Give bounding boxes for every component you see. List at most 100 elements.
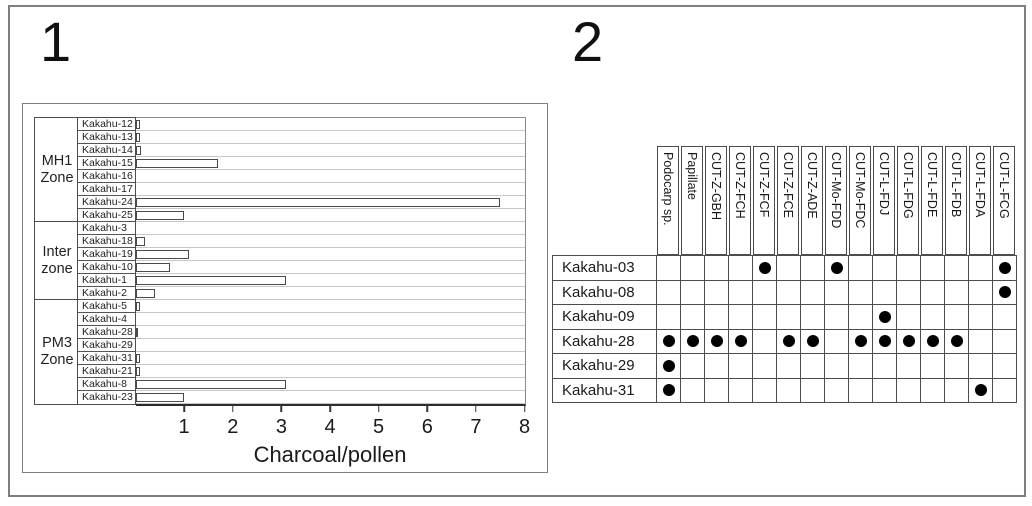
bar-kakahu-25 [135,211,185,220]
presence-cell [680,353,705,379]
presence-cell [656,328,681,354]
presence-cell [776,377,801,403]
presence-cell [680,255,705,281]
presence-dot [734,335,747,348]
bar-kakahu-24 [135,198,501,207]
presence-cell [680,304,705,330]
zone-cell: PM3 Zone [35,300,79,404]
presence-cell [848,377,873,403]
bar-kakahu-8 [135,380,287,389]
presence-cell [848,353,873,379]
presence-cell [992,304,1017,330]
bar-kakahu-1 [135,276,287,285]
presence-cell [992,353,1017,379]
panel-1-number: 1 [40,10,71,73]
x-tick [232,405,234,412]
presence-cell [872,304,897,330]
plot-area [135,117,526,406]
presence-dot [782,335,795,348]
presence-cell [656,353,681,379]
bar-kakahu-23 [135,393,185,402]
x-tick [329,405,331,412]
x-tick-label: 1 [178,416,190,438]
presence-cell [776,255,801,281]
presence-cell [944,255,969,281]
presence-cell [704,377,729,403]
presence-cell [824,255,849,281]
bar-kakahu-13 [135,133,141,142]
presence-dot [830,261,843,274]
charcoal-pollen-chart: MH1 Zone Inter zone PM3 Zone Kakahu-12 Kaka… [22,103,548,473]
presence-cell [824,304,849,330]
zone-cell: Inter zone [35,222,79,300]
column-header-cut-z-ade: CUT-Z-ADE [801,146,823,255]
sample-label: Kakahu-17 [78,183,135,196]
presence-cell [968,377,993,403]
column-header-cut-z-gbh: CUT-Z-GBH [705,146,727,255]
x-tick-label: 8 [518,416,531,438]
presence-cell [896,377,921,403]
gridline-row [135,222,525,235]
gridline-row [135,196,525,209]
sample-label: Kakahu-31 [78,352,135,365]
presence-cell [728,304,753,330]
presence-dot [854,335,867,348]
presence-cell [680,377,705,403]
presence-dot [926,335,939,348]
presence-cell [920,255,945,281]
presence-cell [704,353,729,379]
column-header-label: CUT-L-FDB [949,152,963,218]
zone-cell: MH1 Zone [35,118,79,222]
gridline-row [135,339,525,352]
gridline-row [135,326,525,339]
sample-label: Kakahu-19 [78,248,135,261]
sample-label: Kakahu-13 [78,131,135,144]
gridline-row [135,313,525,326]
column-header-cut-z-fch: CUT-Z-FCH [729,146,751,255]
column-header-label: CUT-Z-FCF [757,152,771,218]
sample-label: Kakahu-4 [78,313,135,326]
presence-cell [800,255,825,281]
presence-cell [728,279,753,305]
zone-label: MH1 Zone [40,152,74,186]
sample-label: Kakahu-8 [78,378,135,391]
row-label-kakahu-28: Kakahu-28 [552,328,657,354]
presence-cell [992,255,1017,281]
row-label-kakahu-29: Kakahu-29 [552,353,657,379]
sample-label: Kakahu-18 [78,235,135,248]
gridline-row [135,118,525,131]
presence-cell [800,353,825,379]
presence-cell [944,304,969,330]
presence-cell [680,279,705,305]
presence-cell [656,279,681,305]
presence-cell [848,304,873,330]
sample-label: Kakahu-3 [78,222,135,235]
presence-cell [776,353,801,379]
x-tick [280,405,283,412]
gridline-row [135,170,525,183]
presence-cell [800,279,825,305]
gridline-row [135,144,525,157]
bar-kakahu-15 [135,159,219,168]
column-header-label: CUT-L-FCG [997,152,1011,219]
gridline-row [135,235,525,248]
presence-cell [944,377,969,403]
presence-cell [800,304,825,330]
bar-kakahu-28 [135,328,138,337]
sample-label: Kakahu-29 [78,339,135,352]
x-tick [523,405,526,412]
presence-cell [896,353,921,379]
presence-cell [992,328,1017,354]
presence-cell [872,255,897,281]
presence-dot [878,335,891,348]
presence-cell [776,328,801,354]
row-label-kakahu-08: Kakahu-08 [552,279,657,305]
presence-cell [992,377,1017,403]
column-header-cut-l-fdj: CUT-L-FDJ [873,146,895,255]
presence-table: Podocarp sp. Papillate CUT-Z-GBH CUT-Z-FCH C… [552,146,1020,404]
presence-cell [824,377,849,403]
presence-cell [728,377,753,403]
column-header-cut-z-fcf: CUT-Z-FCF [753,146,775,255]
sample-label: Kakahu-23 [82,391,133,403]
